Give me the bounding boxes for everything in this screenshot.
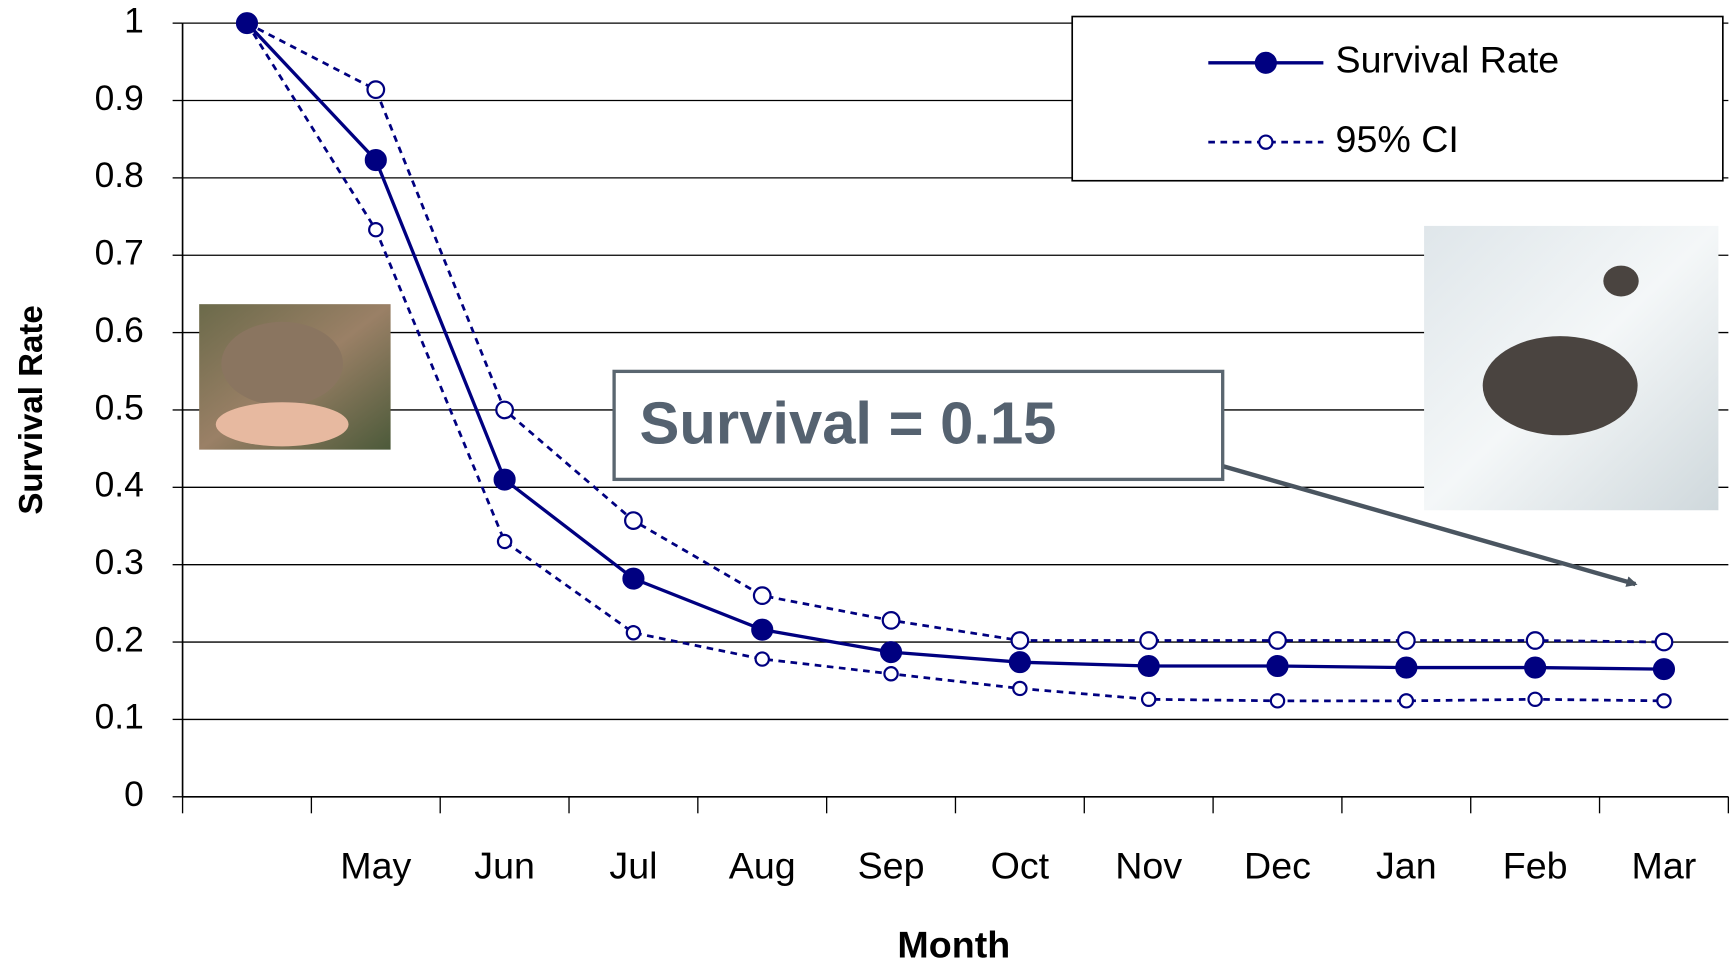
x-axis-title: Month [897, 924, 1010, 966]
point [1266, 655, 1289, 678]
x-tick-label: May [340, 844, 411, 886]
point [1525, 631, 1545, 650]
x-tick-label: Jun [474, 844, 535, 886]
point [624, 511, 643, 530]
legend-label: 95% CI [1336, 118, 1459, 160]
legend: Survival Rate 95% CI [1071, 15, 1724, 182]
y-axis-title: Survival Rate [13, 305, 50, 514]
x-tick-label: Dec [1244, 844, 1311, 886]
grouse-photo [1482, 336, 1638, 436]
point [1010, 631, 1030, 650]
chick-photo [221, 321, 344, 406]
y-tick-label: 0.1 [95, 698, 144, 737]
point [1398, 693, 1415, 709]
x-tick-label: Mar [1632, 844, 1697, 886]
chick-photo [215, 402, 349, 447]
y-tick-label: 0.7 [95, 234, 144, 273]
y-tick-label: 0.6 [95, 311, 144, 350]
point [1268, 631, 1287, 650]
point [881, 611, 901, 630]
x-tick-label: Aug [729, 844, 796, 886]
point [1395, 656, 1418, 679]
point [1137, 655, 1160, 678]
legend-marker [1254, 51, 1277, 74]
point [1269, 693, 1286, 709]
legend-marker [1258, 134, 1274, 150]
y-tick-label: 1 [124, 2, 144, 41]
annotation-box [612, 369, 1225, 482]
point [751, 618, 774, 641]
annotation: Survival = 0.15 [612, 369, 1638, 587]
point [496, 533, 513, 550]
point [883, 666, 899, 682]
series [235, 12, 1676, 709]
y-tick-label: 0.3 [95, 543, 144, 582]
point [364, 149, 387, 172]
point [235, 12, 259, 35]
y-tick-label: 0.4 [95, 466, 144, 505]
x-tick-label: Oct [991, 844, 1050, 886]
point [495, 400, 515, 420]
survival-line [245, 22, 1664, 671]
grouse-photo [1603, 265, 1639, 297]
x-tick-label: Jul [609, 844, 657, 886]
point [1527, 691, 1543, 708]
point [752, 586, 772, 605]
annotation-text: Survival = 0.15 [640, 389, 1057, 456]
point [879, 641, 903, 664]
y-tick-label: 0.5 [95, 388, 144, 427]
point [1396, 631, 1416, 650]
point [1524, 656, 1547, 679]
point [1654, 632, 1674, 652]
point [1656, 693, 1672, 709]
legend-label: Survival Rate [1336, 39, 1560, 81]
point [366, 80, 386, 100]
point [1140, 691, 1157, 708]
point [625, 625, 642, 641]
x-tick-label: Nov [1115, 844, 1182, 886]
point [368, 221, 384, 238]
point [493, 468, 516, 491]
point [1652, 658, 1676, 681]
x-tick-label: Sep [858, 844, 925, 886]
annotation-arrow [1222, 464, 1638, 587]
y-tick-label: 0.9 [95, 79, 144, 118]
point [754, 651, 770, 667]
point [1012, 680, 1028, 697]
y-tick-label: 0 [124, 775, 144, 814]
point [1139, 631, 1159, 650]
x-tick-label: Feb [1503, 844, 1568, 886]
photos [199, 225, 1719, 511]
point [622, 567, 645, 590]
legend-box [1071, 15, 1724, 182]
y-tick-label: 0.2 [95, 620, 144, 659]
x-tick-label: Jan [1376, 844, 1437, 886]
point [1008, 651, 1031, 674]
y-tick-label: 0.8 [95, 156, 144, 195]
ci-lower-line [245, 22, 1664, 703]
